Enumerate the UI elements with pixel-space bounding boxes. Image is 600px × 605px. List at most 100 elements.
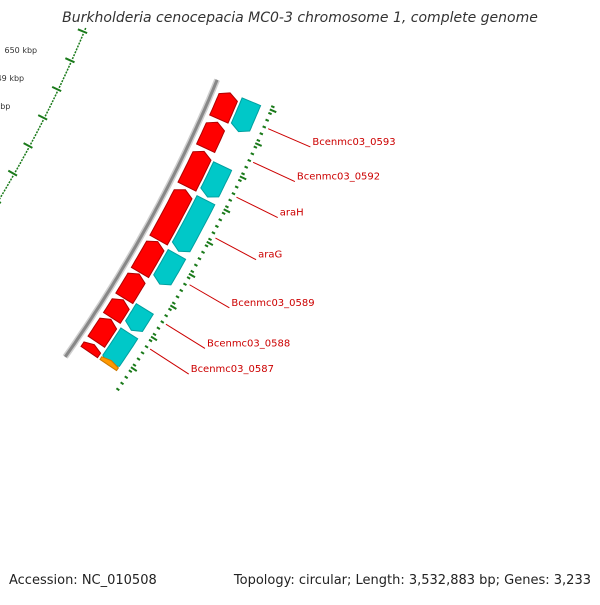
outer-tick-mark: [137, 358, 140, 360]
inner-tick-mark: [2, 193, 3, 194]
outer-tick-mark: [215, 226, 218, 228]
outer-tick-mark: [141, 352, 144, 354]
gene-label: Bcenmc03_0593: [312, 137, 395, 148]
outer-tick-mark: [198, 258, 201, 260]
inner-tick-mark: [39, 126, 40, 127]
map-title: Burkholderia cenocepacia MC0-3 chromosom…: [0, 10, 600, 26]
inner-tick-mark: [52, 101, 53, 102]
inner-tick-mark: [32, 140, 33, 141]
inner-tick-mark: [85, 29, 86, 30]
inner-tick-mark: [76, 49, 77, 50]
gene-label: Bcenmc03_0588: [207, 338, 290, 349]
inner-tick-mark: [9, 182, 10, 183]
kbp-label: 649 kbp: [0, 74, 24, 83]
gene-label: Bcenmc03_0592: [297, 172, 380, 183]
inner-tick-mark: [27, 149, 28, 150]
inner-tick-mark: [68, 66, 69, 67]
outer-tick-mark: [157, 327, 160, 329]
inner-tick-mark: [53, 98, 54, 99]
outer-tick-mark: [187, 277, 190, 279]
inner-tick-mark: [66, 72, 67, 73]
outer-tick-mark: [219, 219, 222, 221]
inner-tick-mark: [45, 115, 46, 116]
outer-tick-mark: [271, 106, 274, 107]
inner-tick-mark: [73, 55, 74, 56]
inner-tick-mark: [70, 64, 71, 65]
inner-tick-mark: [42, 121, 43, 122]
gene-features: [81, 93, 261, 371]
outer-tick-mark: [224, 209, 230, 212]
inner-tick-mark: [20, 163, 21, 164]
inner-tick-mark: [30, 143, 31, 144]
inner-tick-mark: [23, 157, 24, 158]
outer-tick-mark: [241, 173, 244, 174]
inner-tick-mark: [77, 46, 78, 47]
outer-tick-mark: [170, 305, 176, 309]
outer-tick-mark: [129, 370, 132, 372]
inner-tick-mark: [21, 160, 22, 161]
inner-tick-mark: [75, 52, 76, 53]
outer-tick-mark: [131, 367, 137, 371]
outer-tick-mark: [191, 271, 194, 273]
inner-tick-mark: [51, 104, 52, 105]
gene-label: araH: [280, 208, 304, 219]
kbp-label: 650 kbp: [5, 46, 38, 55]
inner-tick-mark: [78, 43, 79, 44]
outer-tick-mark: [161, 321, 164, 323]
outer-tick-mark: [201, 251, 204, 253]
outer-tick-mark: [254, 146, 257, 147]
outer-tick-mark: [255, 143, 261, 146]
gene-label-leader: [253, 162, 295, 181]
inner-tick-mark: [36, 132, 37, 133]
outer-tick-mark: [172, 302, 175, 304]
outer-tick-mark: [268, 113, 271, 114]
outer-tick-mark: [153, 333, 156, 335]
inner-tick-mark: [81, 37, 82, 38]
inner-tick-mark: [82, 35, 83, 36]
outer-tick-mark: [165, 315, 168, 317]
outer-tick-mark: [133, 364, 136, 366]
inner-tick-mark: [56, 92, 57, 93]
inner-tick-mark: [1, 196, 2, 197]
inner-tick-mark: [4, 190, 5, 191]
outer-tick-mark: [260, 133, 263, 134]
inner-tick-mark: [12, 176, 13, 177]
outer-tick-mark: [251, 153, 254, 154]
inner-tick-mark: [49, 107, 50, 108]
inner-tick-mark: [41, 124, 42, 125]
inner-tick-mark: [7, 185, 8, 186]
outer-tick-mark: [257, 140, 260, 141]
outer-tick-mark: [151, 337, 157, 341]
inner-tick-mark: [59, 87, 60, 88]
kbp-label: 648 kbp: [0, 102, 10, 111]
inner-tick-mark: [60, 84, 61, 85]
inner-tick-mark: [80, 40, 81, 41]
outer-tick-mark: [266, 120, 269, 121]
inner-tick-mark: [48, 109, 49, 110]
inner-tick-mark: [67, 69, 68, 70]
outer-tick-mark: [229, 199, 232, 201]
outer-tick-mark: [189, 274, 195, 277]
outer-tick-mark: [238, 180, 241, 182]
inner-tick-mark: [72, 58, 73, 59]
outer-tick-mark: [121, 382, 124, 384]
gene-label-leader: [166, 324, 205, 348]
inner-tick-mark: [63, 78, 64, 79]
inner-tick-mark: [62, 81, 63, 82]
forward-gene: [197, 122, 225, 152]
outer-tick-mark: [116, 388, 119, 390]
gene-label: Bcenmc03_0587: [191, 364, 274, 375]
outer-tick-mark: [145, 346, 148, 348]
inner-tick-mark: [38, 129, 39, 130]
outer-tick-mark: [207, 242, 213, 245]
outer-tick-mark: [125, 376, 128, 378]
outer-tick-mark: [208, 239, 211, 241]
outer-tick-mark: [194, 264, 197, 266]
inner-tick-mark: [64, 75, 65, 76]
gene-label-leader: [150, 349, 189, 374]
gene-label-leader: [190, 285, 230, 308]
outer-tick-mark: [232, 193, 235, 195]
outer-tick-mark: [235, 186, 238, 188]
inner-tick-mark: [26, 152, 27, 153]
